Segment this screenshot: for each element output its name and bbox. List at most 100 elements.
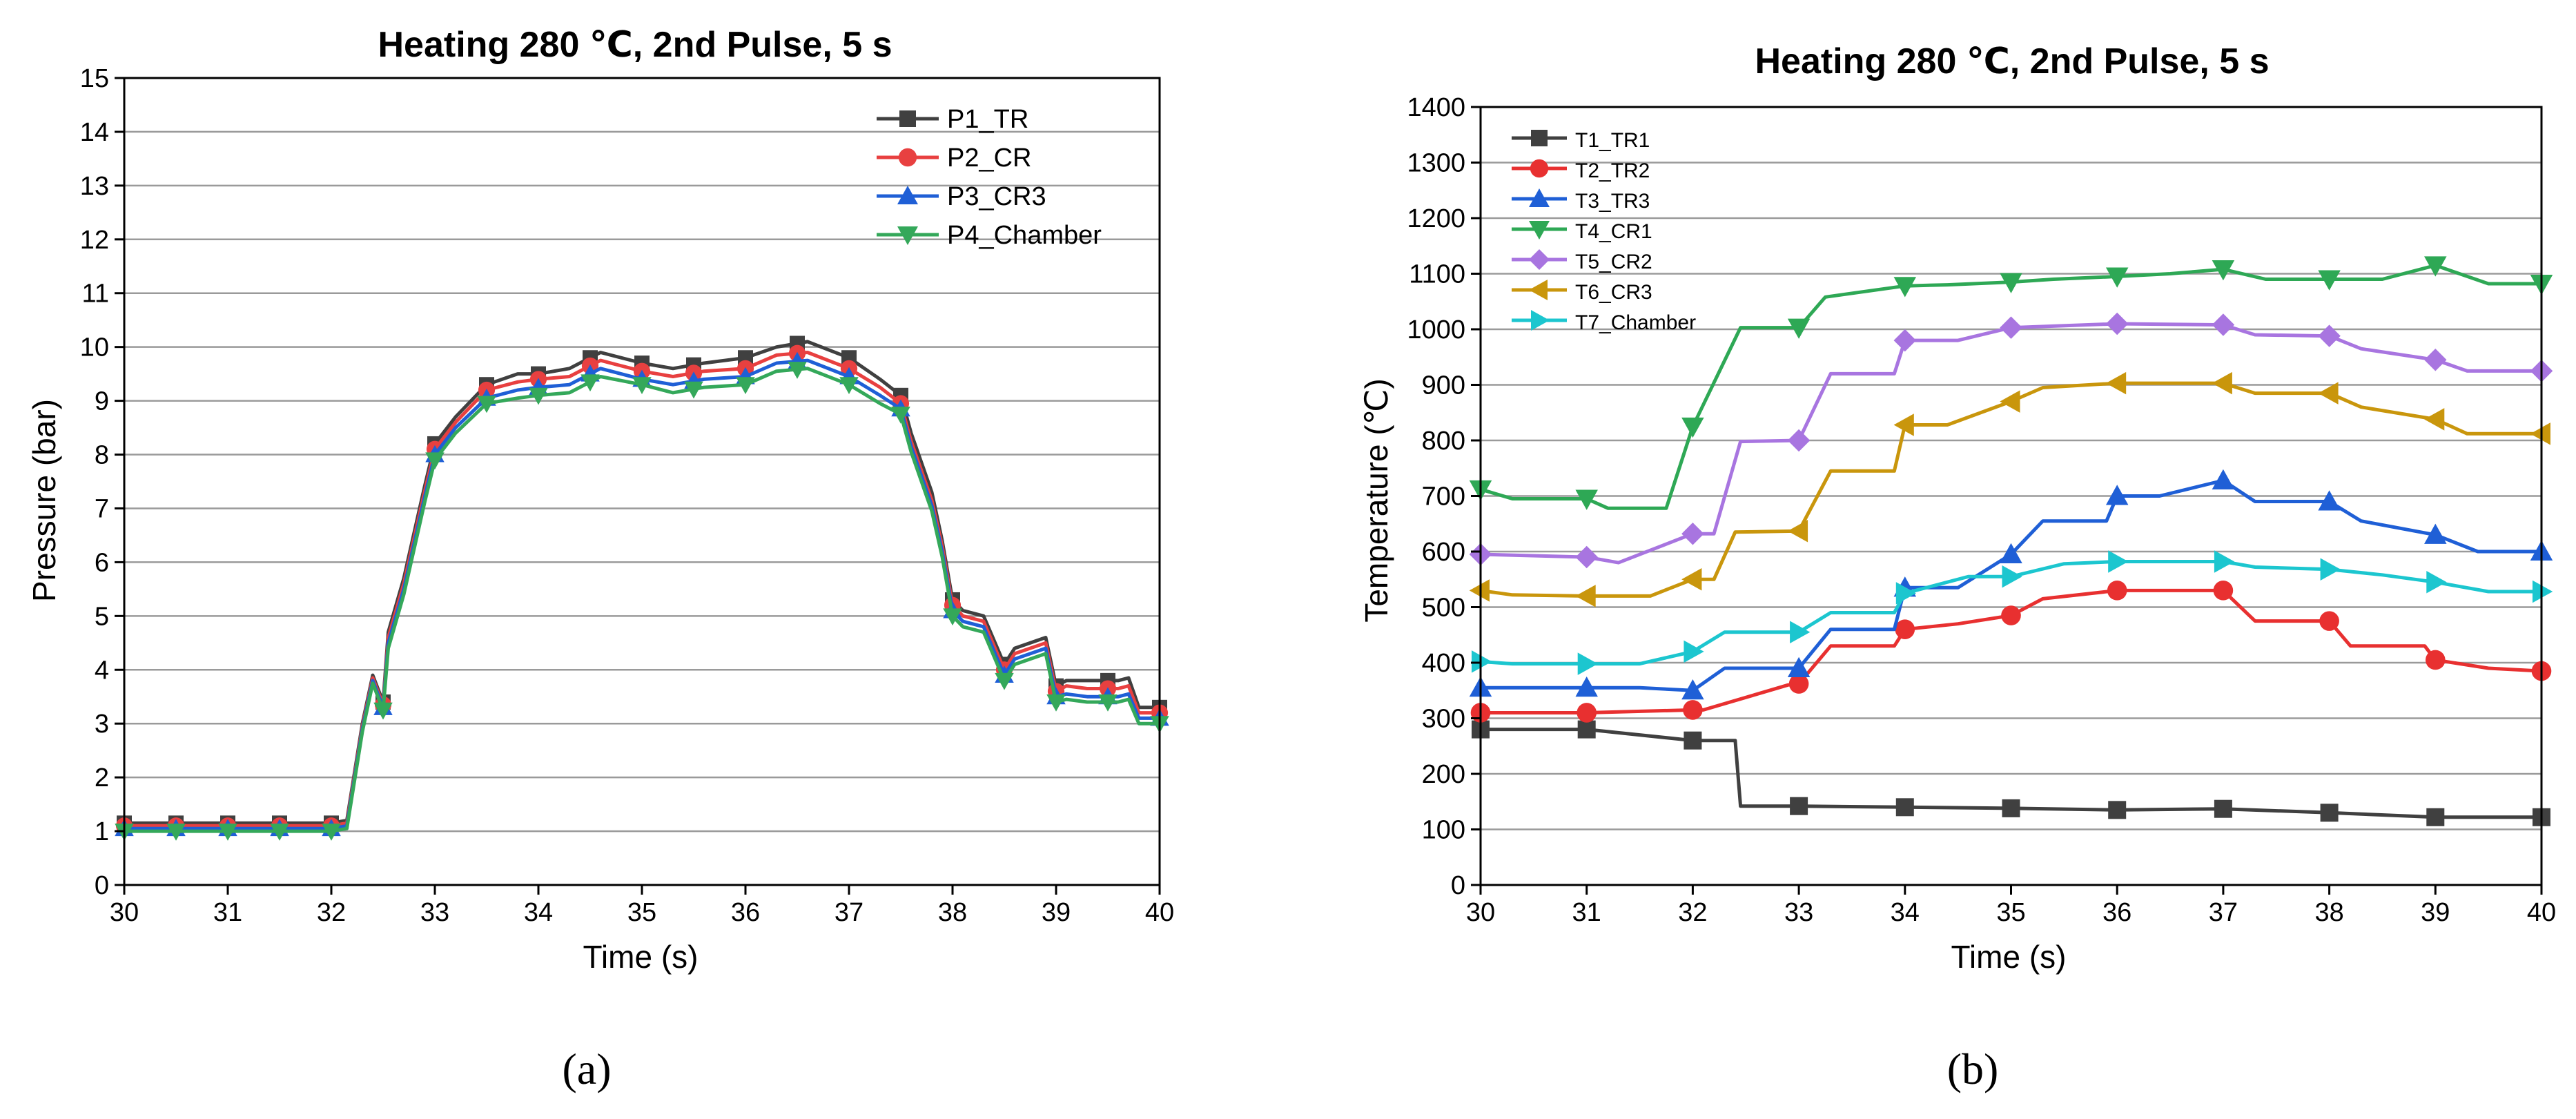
series-marker-t4-cr1 <box>1681 417 1704 438</box>
legend-label: P1_TR <box>947 105 1028 134</box>
series-marker-t1-tr1 <box>1577 720 1596 739</box>
y-tick-label: 300 <box>1422 705 1465 734</box>
series-marker-t6-cr3 <box>2424 408 2445 431</box>
series-marker-p4-chamber <box>736 377 755 394</box>
y-tick-label: 1200 <box>1407 204 1465 233</box>
series-marker-t4-cr1 <box>2105 267 2129 288</box>
series-marker-t1-tr1 <box>1790 797 1808 815</box>
y-tick-label: 12 <box>80 226 109 255</box>
legend-label: P4_Chamber <box>947 221 1102 250</box>
y-tick-label: 1300 <box>1407 149 1465 178</box>
series-marker-t6-cr3 <box>1681 568 1702 591</box>
series-marker-p4-chamber <box>632 377 652 394</box>
series-line-t5-cr2 <box>1480 322 2541 565</box>
series-marker-t5-cr2 <box>2424 349 2447 371</box>
series-marker-t6-cr3 <box>1575 585 1596 607</box>
series-line-p2-cr <box>124 351 1160 828</box>
series-marker-p4-chamber <box>839 377 859 394</box>
chart-a-xlabel: Time (s) <box>583 939 699 975</box>
x-tick-label: 30 <box>110 898 139 927</box>
series-marker-p4-chamber <box>684 381 703 399</box>
series-marker-t3-tr3 <box>1787 656 1811 678</box>
series-marker-p4-chamber <box>270 824 289 841</box>
legend-label: T7_Chamber <box>1575 311 1696 334</box>
series-marker-p4-chamber <box>218 824 237 841</box>
y-tick-label: 1000 <box>1407 315 1465 344</box>
y-tick-label: 500 <box>1422 594 1465 623</box>
series-marker-t6-cr3 <box>2105 371 2127 395</box>
series-marker-t6-cr3 <box>1893 413 1914 436</box>
legend-marker <box>899 110 916 127</box>
panel-a-label: (a) <box>562 1044 611 1093</box>
series-marker-t5-cr2 <box>1787 429 1811 452</box>
legend-label: P3_CR3 <box>947 182 1046 211</box>
series-marker-t1-tr1 <box>2320 804 2339 822</box>
legend-label: T6_CR3 <box>1575 281 1652 304</box>
y-tick-label: 800 <box>1422 427 1465 456</box>
chart-b-xlabel: Time (s) <box>1951 939 2067 975</box>
series-marker-t7-chamber <box>2108 550 2129 573</box>
series-line-t7-chamber <box>1480 560 2541 666</box>
series-marker-t2-tr2 <box>2213 581 2234 601</box>
legend-label: T2_TR2 <box>1575 159 1650 182</box>
x-tick-label: 40 <box>2527 898 2556 927</box>
series-marker-t5-cr2 <box>1575 545 1598 569</box>
y-tick-label: 2 <box>95 763 109 792</box>
series-marker-t4-cr1 <box>1575 489 1598 510</box>
series-marker-p4-chamber <box>425 452 445 470</box>
series-marker-t1-tr1 <box>2108 801 2127 819</box>
series-marker-p4-chamber <box>373 702 393 720</box>
x-tick-label: 38 <box>938 898 967 927</box>
chart-a-legend: P1_TR P2_CR P3_CR3 P4_Chamber <box>877 105 1102 250</box>
series-marker-t5-cr2 <box>2000 316 2022 339</box>
series-marker-t4-cr1 <box>2424 256 2447 277</box>
series-marker-t6-cr3 <box>2212 371 2232 395</box>
y-tick-label: 200 <box>1422 760 1465 789</box>
series-marker-t6-cr3 <box>2530 422 2550 445</box>
series-line-p3-cr3 <box>124 358 1160 830</box>
legend-marker <box>1529 280 1548 300</box>
y-tick-label: 6 <box>95 548 109 577</box>
legend-label: T5_CR2 <box>1575 251 1652 273</box>
legend-marker <box>898 148 917 167</box>
y-tick-label: 0 <box>1451 871 1465 900</box>
series-marker-t7-chamber <box>1895 582 1917 605</box>
legend-label: T3_TR3 <box>1575 190 1650 213</box>
y-tick-label: 3 <box>95 710 109 739</box>
x-tick-label: 32 <box>317 898 346 927</box>
series-marker-t4-cr1 <box>2000 273 2022 293</box>
y-tick-label: 1100 <box>1409 260 1465 289</box>
series-marker-p4-chamber <box>891 407 910 424</box>
x-tick-label: 35 <box>1996 898 2025 927</box>
chart-a: Heating 280 ℃, 2nd Pulse, 5 s 30 31 32 33 34… <box>26 25 1174 1093</box>
series-marker-t1-tr1 <box>1895 798 1914 817</box>
series-marker-t3-tr3 <box>1681 679 1704 700</box>
y-tick-label: 13 <box>80 172 109 201</box>
y-tick-label: 14 <box>80 118 109 147</box>
chart-a-ylabel: Pressure (bar) <box>26 399 62 602</box>
chart-a-series <box>115 335 1169 841</box>
y-tick-label: 15 <box>80 64 109 93</box>
series-marker-t7-chamber <box>1684 640 1704 663</box>
series-marker-t4-cr1 <box>1787 318 1811 339</box>
y-tick-label: 700 <box>1422 483 1465 512</box>
panel-b-label: (b) <box>1947 1044 1999 1093</box>
series-marker-p4-chamber <box>580 374 600 392</box>
series-marker-t7-chamber <box>1472 650 1492 673</box>
legend-marker <box>1529 249 1550 270</box>
legend-label: T1_TR1 <box>1575 129 1650 152</box>
y-tick-label: 11 <box>82 280 109 309</box>
legend-marker <box>897 226 918 245</box>
x-tick-label: 39 <box>1042 898 1071 927</box>
series-line-t6-cr3 <box>1480 381 2541 598</box>
series-marker-t6-cr3 <box>2318 382 2339 405</box>
series-marker-t5-cr2 <box>1893 329 1917 352</box>
series-marker-t4-cr1 <box>1893 277 1917 298</box>
series-marker-p4-chamber <box>788 362 807 379</box>
legend-marker <box>1529 221 1550 240</box>
series-marker-t2-tr2 <box>1683 700 1703 720</box>
x-tick-label: 32 <box>1678 898 1707 927</box>
series-marker-t7-chamber <box>2426 571 2447 594</box>
chart-b-legend: T1_TR1 T2_TR2 T3_TR3 T4_CR1 T5_CR2 T6_CR3 T7_C… <box>1512 129 1696 334</box>
